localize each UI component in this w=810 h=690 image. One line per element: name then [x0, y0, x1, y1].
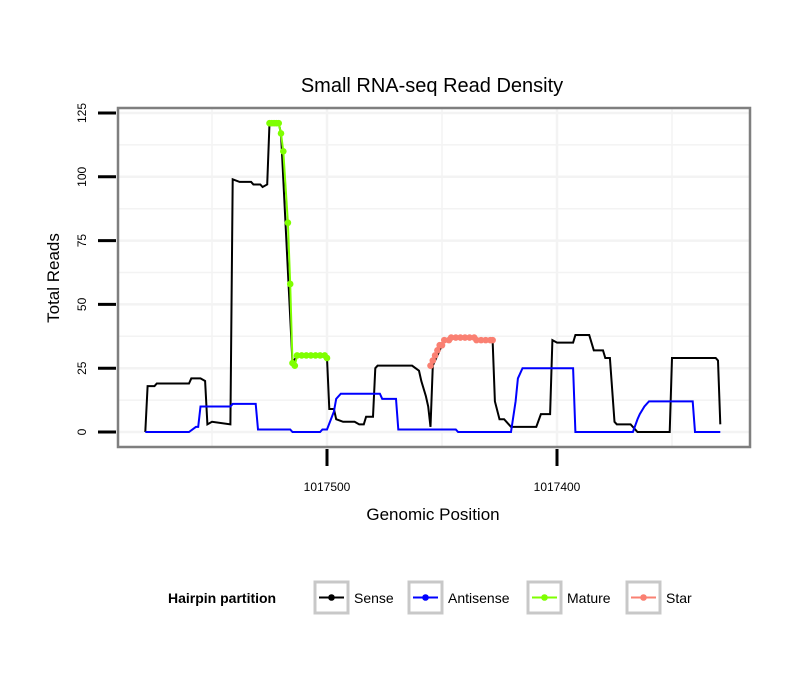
legend-label-antisense: Antisense — [448, 590, 510, 606]
legend-label-mature: Mature — [567, 590, 611, 606]
legend: Hairpin partition Sense Antisense Mature St… — [168, 580, 692, 615]
y-tick-label: 25 — [75, 361, 89, 375]
series-line-sense — [144, 122, 722, 433]
data-point-star — [489, 336, 496, 344]
y-axis-label: Total Reads — [44, 233, 63, 323]
legend-title: Hairpin partition — [168, 590, 276, 606]
data-point-mature — [293, 352, 301, 359]
chart-title: Small RNA-seq Read Density — [301, 75, 563, 97]
data-point-star — [452, 334, 460, 341]
data-point-mature — [291, 362, 299, 369]
legend-label-sense: Sense — [354, 590, 394, 606]
x-tick-label: 1017400 — [534, 480, 581, 494]
series-line-antisense — [145, 367, 721, 433]
legend-key-dot — [328, 594, 335, 601]
data-point-mature — [280, 147, 287, 155]
data-point-star — [429, 357, 437, 364]
y-tick-label: 125 — [75, 103, 89, 123]
y-axis: 0 25 50 75 100 125 — [75, 103, 116, 435]
series-line-mature — [269, 122, 328, 368]
grid — [119, 109, 749, 446]
legend-key-dot — [541, 594, 548, 601]
x-axis-label: Genomic Position — [366, 505, 499, 524]
data-point-mature — [303, 352, 310, 359]
data-point-star — [441, 336, 448, 344]
data-point-mature — [286, 280, 294, 288]
legend-label-star: Star — [666, 590, 692, 606]
data-point-star — [477, 336, 485, 344]
data-point-star — [427, 362, 434, 369]
data-point-mature — [307, 352, 315, 359]
data-point-star — [431, 352, 439, 359]
data-point-mature — [277, 130, 285, 137]
y-tick-label: 75 — [75, 234, 89, 248]
data-point-star — [434, 347, 441, 354]
x-tick-label: 1017500 — [304, 480, 351, 494]
plot-border — [116, 106, 752, 449]
data-point-mature — [316, 352, 324, 359]
data-point-star — [438, 341, 446, 349]
data-point-star — [482, 336, 490, 344]
y-tick-label: 100 — [75, 166, 89, 186]
data-point-star — [473, 336, 480, 344]
data-point-star — [461, 334, 469, 341]
plot-area — [144, 119, 722, 433]
x-axis: 1017500 1017400 — [304, 449, 581, 494]
y-tick-label: 50 — [75, 297, 89, 311]
data-point-star — [457, 334, 464, 341]
data-point-star — [447, 334, 455, 341]
data-point-mature — [312, 352, 319, 359]
y-tick-label: 0 — [75, 428, 89, 435]
legend-key-dot — [640, 594, 647, 601]
data-point-mature — [323, 354, 331, 362]
legend-key-dot — [422, 594, 429, 601]
data-point-mature — [298, 352, 306, 359]
data-point-mature — [275, 119, 283, 127]
data-point-star — [466, 334, 473, 341]
data-point-mature — [284, 219, 292, 227]
